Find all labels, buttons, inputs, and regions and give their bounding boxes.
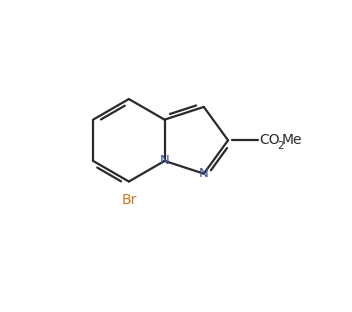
Text: Me: Me: [282, 133, 302, 147]
Text: CO: CO: [259, 133, 280, 147]
Text: 2: 2: [278, 141, 284, 151]
Text: N: N: [160, 154, 169, 168]
Text: Br: Br: [121, 193, 137, 207]
Text: N: N: [199, 167, 209, 180]
